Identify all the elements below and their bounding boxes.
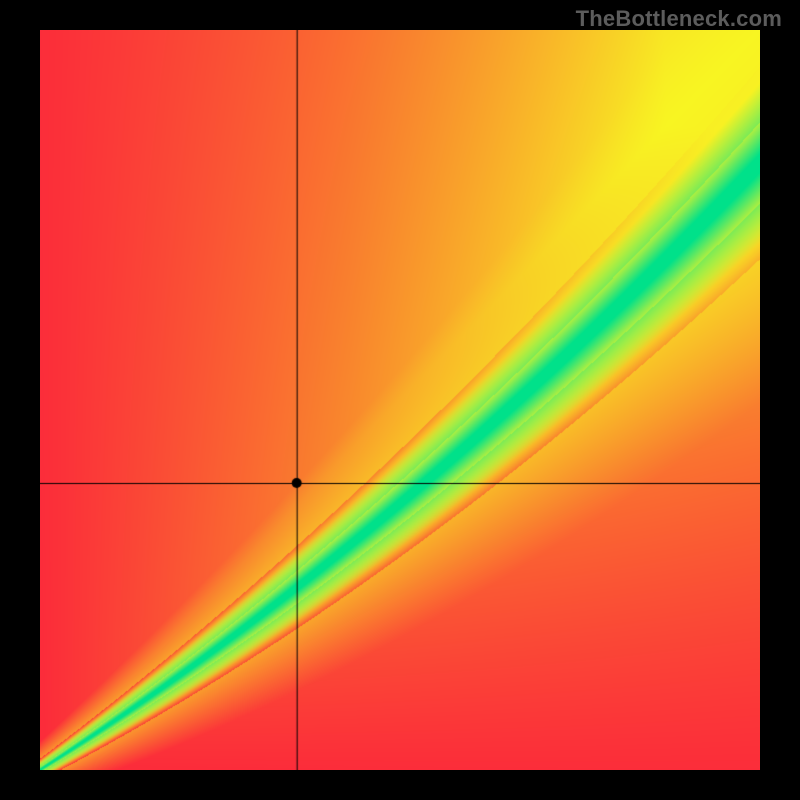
heatmap-canvas <box>40 30 760 770</box>
chart-container: TheBottleneck.com <box>0 0 800 800</box>
watermark-text: TheBottleneck.com <box>576 6 782 32</box>
heatmap-plot-area <box>40 30 760 770</box>
